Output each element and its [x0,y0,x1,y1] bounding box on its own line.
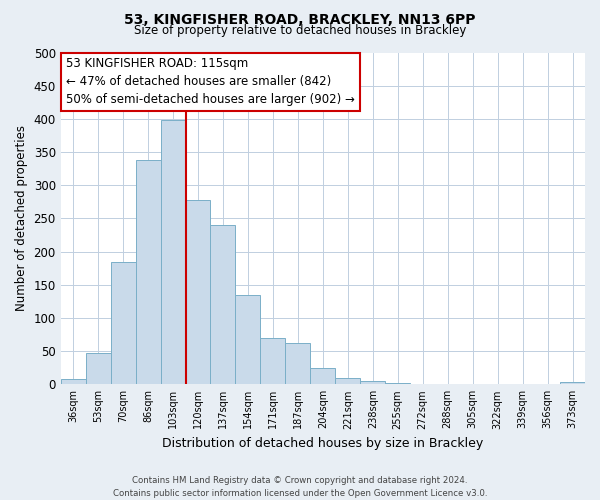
X-axis label: Distribution of detached houses by size in Brackley: Distribution of detached houses by size … [162,437,484,450]
Bar [335,378,360,384]
Bar [86,353,110,384]
Bar [110,262,136,384]
Bar [560,382,585,384]
Bar [235,294,260,384]
Bar [185,200,211,384]
Bar [61,379,86,384]
Text: Contains HM Land Registry data © Crown copyright and database right 2024.
Contai: Contains HM Land Registry data © Crown c… [113,476,487,498]
Bar [360,381,385,384]
Text: 53 KINGFISHER ROAD: 115sqm
← 47% of detached houses are smaller (842)
50% of sem: 53 KINGFISHER ROAD: 115sqm ← 47% of deta… [66,58,355,106]
Text: Size of property relative to detached houses in Brackley: Size of property relative to detached ho… [134,24,466,37]
Bar [385,383,410,384]
Y-axis label: Number of detached properties: Number of detached properties [15,126,28,312]
Bar [260,338,286,384]
Text: 53, KINGFISHER ROAD, BRACKLEY, NN13 6PP: 53, KINGFISHER ROAD, BRACKLEY, NN13 6PP [124,12,476,26]
Bar [136,160,161,384]
Bar [211,225,235,384]
Bar [310,368,335,384]
Bar [161,120,185,384]
Bar [286,343,310,384]
